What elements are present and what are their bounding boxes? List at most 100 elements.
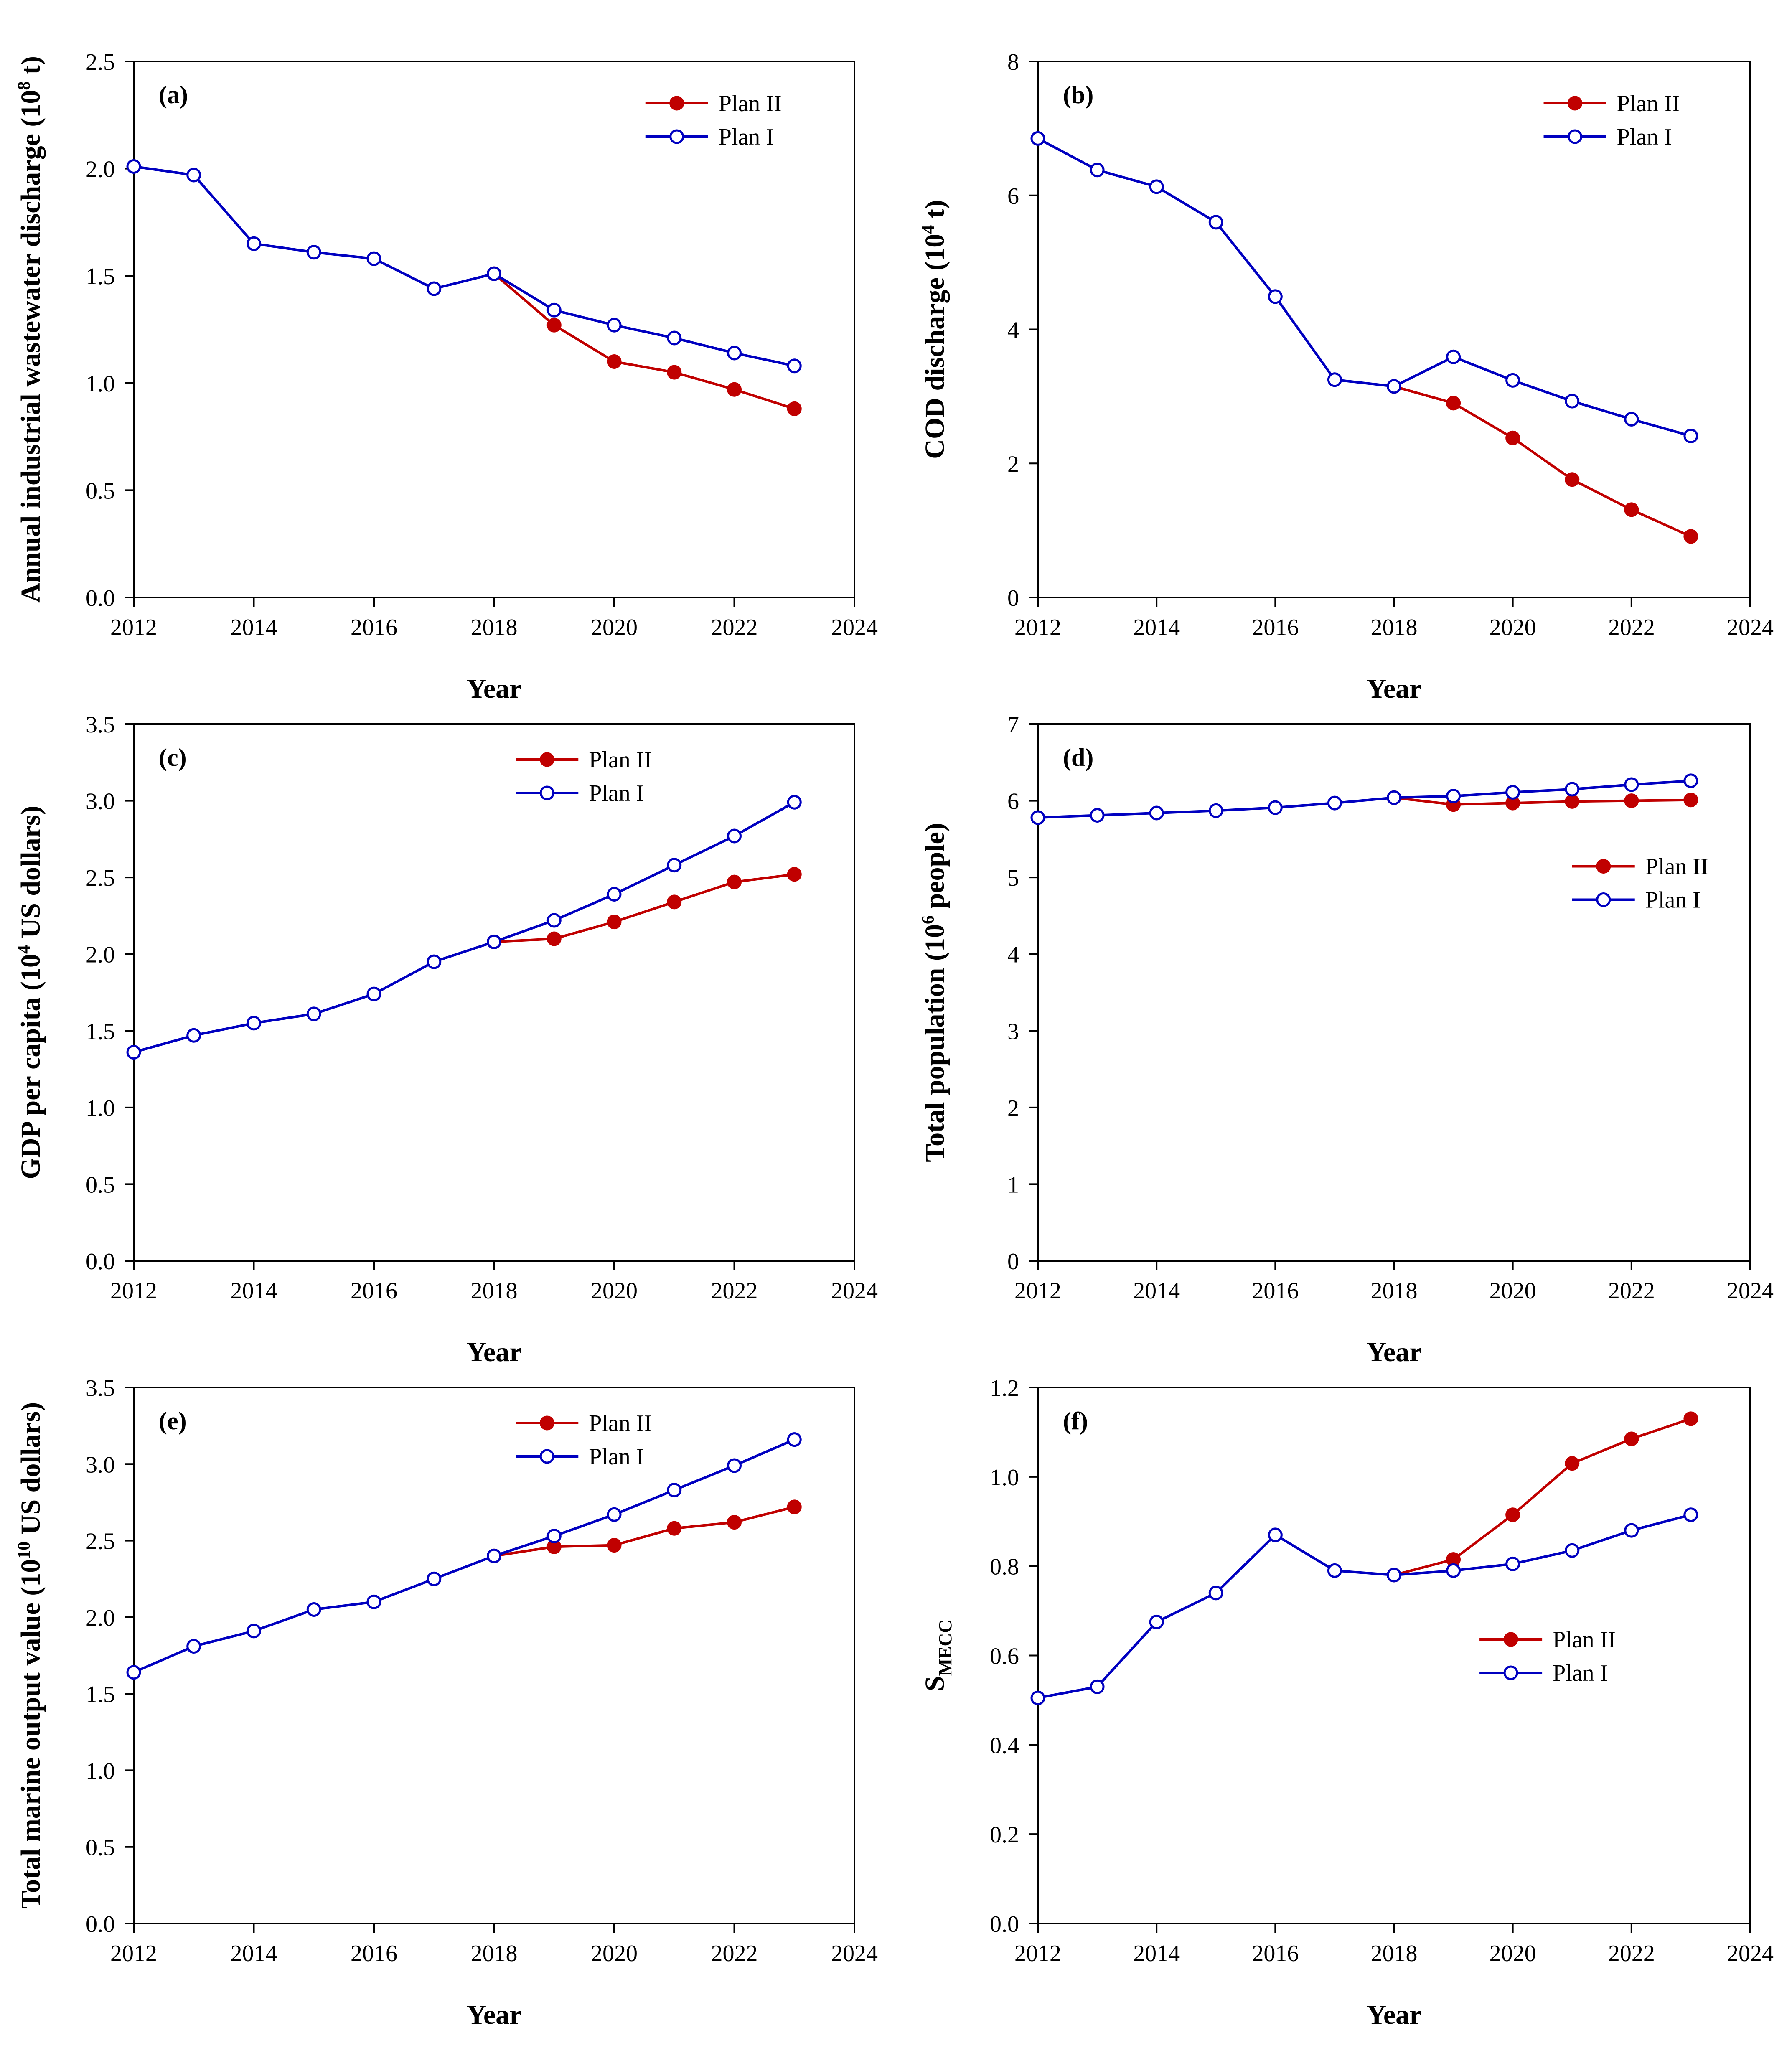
series-line-plan1 [133, 801, 795, 1054]
data-point-plan1 [247, 236, 261, 251]
x-tick-label: 2020 [591, 1941, 638, 1967]
y-tick-label: 5 [1007, 865, 1019, 891]
data-point-plan1 [1327, 795, 1342, 811]
data-point-plan1 [1683, 773, 1698, 788]
chart-panel-d: 2012 2014 2016 2018 2020 2022 2024 0 1 2 3 4 5 6 7 Year… [919, 712, 1774, 1367]
data-point-plan1 [126, 1665, 141, 1680]
data-point-plan2 [667, 365, 682, 380]
data-point-plan1 [1327, 1563, 1342, 1578]
y-tick-label: 0.0 [990, 1911, 1019, 1937]
y-tick-label: 6 [1007, 183, 1019, 209]
y-axis-title: GDP per capita (104 US dollars) [15, 805, 46, 1179]
data-point-plan1 [1565, 782, 1580, 797]
data-point-plan1 [1505, 373, 1520, 388]
legend-label-plan2: Plan II [719, 91, 782, 117]
x-axis-title: Year [1367, 1337, 1422, 1367]
series-line-plan1 [133, 165, 795, 367]
data-point-plan1 [366, 1594, 381, 1609]
x-axis-title: Year [467, 673, 522, 704]
data-point-plan2 [787, 401, 802, 416]
data-point-plan1 [727, 828, 742, 844]
x-tick-label: 2024 [1727, 615, 1774, 640]
y-tick-label: 0.5 [86, 1172, 115, 1198]
x-tick-label: 2014 [1133, 1278, 1180, 1304]
y-tick-label: 6 [1007, 789, 1019, 815]
data-point-plan1 [607, 318, 622, 333]
x-tick-label: 2012 [1014, 1278, 1061, 1304]
data-point-plan2 [727, 1515, 742, 1530]
data-point-plan2 [667, 1521, 682, 1536]
data-point-plan2 [546, 931, 562, 946]
x-tick-label: 2016 [351, 1941, 397, 1967]
data-point-plan1 [427, 1571, 442, 1586]
x-tick-label: 2014 [1133, 1941, 1180, 1967]
legend-marker-plan2 [669, 96, 684, 111]
series-line-plan2 [1393, 1418, 1691, 1576]
y-tick-label: 0.8 [990, 1554, 1019, 1580]
x-tick-label: 2020 [1490, 1941, 1536, 1967]
x-tick-label: 2014 [231, 1278, 277, 1304]
legend-marker-plan1 [669, 129, 684, 144]
x-tick-label: 2022 [711, 1278, 758, 1304]
y-tick-label: 1 [1007, 1172, 1019, 1198]
data-point-plan1 [366, 251, 381, 266]
data-point-plan2 [607, 915, 622, 930]
data-point-plan1 [667, 330, 682, 346]
y-tick-label: 2.0 [86, 1605, 115, 1631]
chart-panel-a: 2012 2014 2016 2018 2020 2022 2024 0.0 0.5 1.0 1.5… [15, 49, 878, 704]
data-point-plan1 [247, 1016, 261, 1031]
x-tick-label: 2020 [1490, 615, 1536, 640]
data-point-plan1 [1090, 163, 1105, 178]
data-point-plan2 [1565, 1456, 1580, 1471]
x-tick-label: 2018 [471, 615, 518, 640]
x-tick-label: 2022 [1608, 1278, 1655, 1304]
y-axis-title: SMECC [920, 1620, 956, 1691]
series-line-plan1 [1037, 779, 1691, 819]
legend-marker-plan1 [1568, 129, 1583, 144]
data-point-plan1 [1149, 1614, 1164, 1629]
x-tick-label: 2014 [231, 615, 277, 640]
data-point-plan2 [727, 874, 742, 889]
x-tick-label: 2022 [1608, 615, 1655, 640]
data-point-plan1 [306, 1006, 321, 1021]
data-point-plan1 [1446, 349, 1461, 364]
legend-marker-plan2 [1596, 859, 1611, 874]
x-tick-label: 2016 [1252, 1941, 1299, 1967]
data-point-plan2 [607, 354, 622, 369]
data-point-plan2 [1505, 430, 1520, 445]
data-point-plan1 [667, 858, 682, 873]
data-point-plan1 [306, 1602, 321, 1617]
legend-label-plan1: Plan I [719, 124, 774, 150]
legend-marker-plan2 [539, 1415, 554, 1431]
legend-label-plan1: Plan I [589, 780, 644, 806]
data-point-plan2 [1683, 529, 1698, 544]
y-tick-label: 0 [1007, 1249, 1019, 1275]
data-point-plan2 [1624, 502, 1639, 517]
panel-label: (d) [1063, 744, 1093, 771]
data-point-plan2 [727, 382, 742, 397]
y-axis-title: COD discharge (104 t) [919, 200, 950, 459]
data-point-plan2 [1683, 793, 1698, 808]
panel-label: (c) [159, 744, 187, 771]
data-point-plan2 [607, 1538, 622, 1553]
data-point-plan1 [1565, 1543, 1580, 1558]
data-point-plan1 [1149, 805, 1164, 821]
x-tick-label: 2012 [110, 1278, 157, 1304]
y-tick-label: 1.2 [990, 1375, 1019, 1401]
y-tick-label: 0.0 [86, 585, 115, 611]
x-tick-label: 2016 [351, 1278, 397, 1304]
x-tick-label: 2012 [1014, 615, 1061, 640]
legend-label-plan2: Plan II [1645, 854, 1708, 880]
data-point-plan2 [667, 894, 682, 910]
legend-label-plan2: Plan II [589, 1410, 652, 1436]
data-point-plan1 [1505, 1556, 1520, 1571]
y-axis-title: Total marine output value (1010 US dolla… [15, 1402, 46, 1909]
series-line-plan1 [1037, 137, 1691, 437]
data-point-plan1 [186, 1028, 201, 1043]
y-tick-label: 2 [1007, 451, 1019, 477]
data-point-plan1 [1149, 179, 1164, 194]
x-tick-label: 2018 [471, 1278, 518, 1304]
chart-panel-e: 2012 2014 2016 2018 2020 2022 2024 0.0 0.5 1.0 1.5… [15, 1375, 878, 2030]
y-tick-label: 0.5 [86, 478, 115, 504]
